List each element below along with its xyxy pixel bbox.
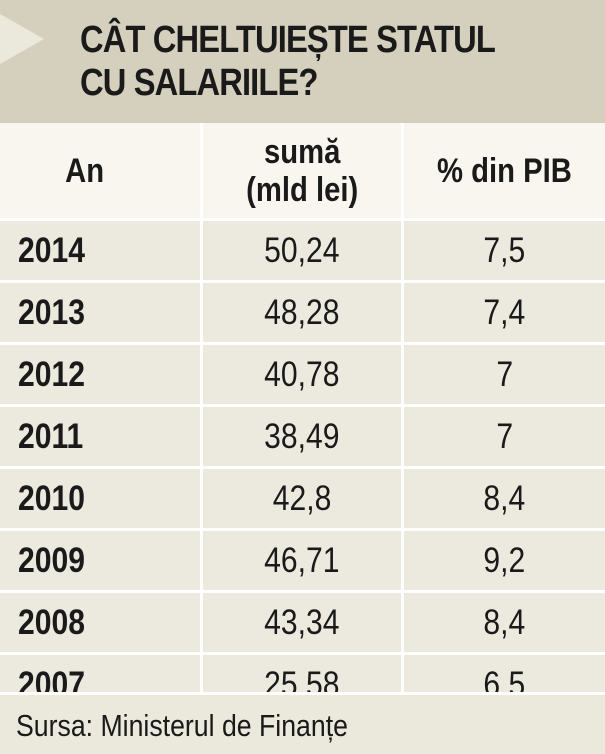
column-divider <box>200 593 203 652</box>
column-divider <box>200 123 203 218</box>
title-line-2: CU SALARIILE? <box>80 62 318 104</box>
gdp-cell: 7,5 <box>404 221 605 280</box>
table-row: 2013 48,28 7,4 <box>0 280 605 342</box>
gdp-cell: 7,4 <box>404 283 605 342</box>
gdp-cell-value: 9,2 <box>483 540 526 580</box>
header-amount: sumă (mld lei) <box>203 123 401 218</box>
year-cell-value: 2009 <box>18 540 85 580</box>
chart-title: CÂT CHELTUIEȘTE STATUL CU SALARIILE? <box>80 19 519 105</box>
gdp-cell-value: 8,4 <box>483 602 526 642</box>
data-table: An sumă (mld lei) % din PIB 2014 50,24 7,5… <box>0 123 605 714</box>
column-divider <box>401 469 404 528</box>
column-divider <box>200 531 203 590</box>
column-divider <box>200 469 203 528</box>
table-row: 2011 38,49 7 <box>0 404 605 466</box>
amount-cell: 43,34 <box>203 593 401 652</box>
gdp-cell-value: 7 <box>496 416 513 456</box>
arrow-icon <box>0 14 44 64</box>
amount-cell: 42,8 <box>203 469 401 528</box>
gdp-cell-value: 7,5 <box>483 230 526 270</box>
title-line-1: CÂT CHELTUIEȘTE STATUL <box>80 19 496 61</box>
amount-cell-value: 38,49 <box>264 416 340 456</box>
gdp-cell-value: 7,4 <box>483 292 526 332</box>
amount-cell-value: 40,78 <box>264 354 340 394</box>
gdp-cell-value: 8,4 <box>483 478 526 518</box>
table-row: 2008 43,34 8,4 <box>0 590 605 652</box>
header-amount-line-1: sumă <box>263 132 341 171</box>
column-divider <box>401 283 404 342</box>
column-divider <box>401 531 404 590</box>
gdp-cell: 8,4 <box>404 469 605 528</box>
amount-cell-value: 48,28 <box>264 292 340 332</box>
amount-cell-value: 43,34 <box>264 602 340 642</box>
source-text: Sursa: Ministerul de Finanțe <box>16 708 348 743</box>
year-cell: 2008 <box>0 593 200 652</box>
gdp-cell: 9,2 <box>404 531 605 590</box>
amount-cell: 46,71 <box>203 531 401 590</box>
amount-cell: 38,49 <box>203 407 401 466</box>
year-cell: 2010 <box>0 469 200 528</box>
year-cell: 2014 <box>0 221 200 280</box>
table-row: 2009 46,71 9,2 <box>0 528 605 590</box>
year-cell: 2012 <box>0 345 200 404</box>
year-cell: 2013 <box>0 283 200 342</box>
column-divider <box>200 345 203 404</box>
column-divider <box>401 123 404 218</box>
amount-cell-value: 50,24 <box>264 230 340 270</box>
year-cell: 2009 <box>0 531 200 590</box>
table-header-row: An sumă (mld lei) % din PIB <box>0 123 605 218</box>
column-divider <box>401 655 404 714</box>
table-row: 2010 42,8 8,4 <box>0 466 605 528</box>
year-cell-value: 2014 <box>18 230 85 270</box>
column-divider <box>200 221 203 280</box>
source-footer: Sursa: Ministerul de Finanțe <box>0 692 605 754</box>
gdp-cell: 7 <box>404 407 605 466</box>
column-divider <box>401 593 404 652</box>
amount-cell: 50,24 <box>203 221 401 280</box>
column-divider <box>200 283 203 342</box>
table-row: 2014 50,24 7,5 <box>0 218 605 280</box>
year-cell: 2011 <box>0 407 200 466</box>
header-amount-line-2: (mld lei) <box>245 170 359 209</box>
column-divider <box>401 407 404 466</box>
year-cell-value: 2013 <box>18 292 85 332</box>
year-cell-value: 2012 <box>18 354 85 394</box>
title-banner: CÂT CHELTUIEȘTE STATUL CU SALARIILE? <box>0 0 605 123</box>
column-divider <box>200 407 203 466</box>
column-divider <box>200 655 203 714</box>
gdp-cell: 8,4 <box>404 593 605 652</box>
year-cell-value: 2008 <box>18 602 85 642</box>
column-divider <box>401 345 404 404</box>
table-row: 2012 40,78 7 <box>0 342 605 404</box>
gdp-cell-value: 7 <box>496 354 513 394</box>
year-cell-value: 2011 <box>18 416 84 456</box>
amount-cell: 40,78 <box>203 345 401 404</box>
header-gdp: % din PIB <box>437 151 572 190</box>
year-cell-value: 2010 <box>18 478 85 518</box>
column-divider <box>401 221 404 280</box>
header-year: An <box>65 151 105 190</box>
gdp-cell: 7 <box>404 345 605 404</box>
amount-cell-value: 42,8 <box>272 478 332 518</box>
amount-cell: 48,28 <box>203 283 401 342</box>
amount-cell-value: 46,71 <box>264 540 340 580</box>
